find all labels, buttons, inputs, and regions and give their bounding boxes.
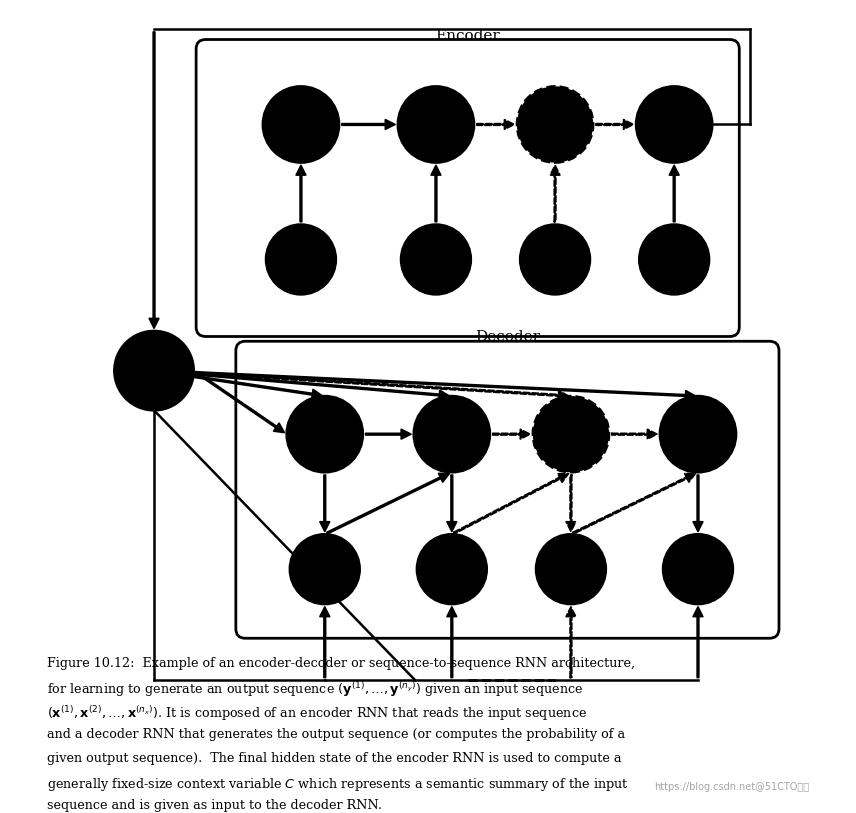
Circle shape [660,396,736,472]
Text: $(\mathbf{x}^{(1)},\mathbf{x}^{(2)},\ldots,\mathbf{x}^{(n_x)})$. It is composed : $(\mathbf{x}^{(1)},\mathbf{x}^{(2)},\ldo… [47,704,587,723]
FancyArrowPatch shape [477,120,514,129]
Text: ...: ... [563,427,579,441]
Circle shape [517,86,593,163]
Text: $\boldsymbol{y}^{(1)}$: $\boldsymbol{y}^{(1)}$ [314,559,336,579]
Circle shape [398,86,474,163]
Circle shape [290,534,360,604]
FancyArrowPatch shape [327,473,449,534]
FancyArrowPatch shape [149,32,159,328]
FancyArrowPatch shape [454,473,568,533]
FancyArrowPatch shape [195,372,284,433]
FancyArrowPatch shape [170,372,322,399]
FancyArrowPatch shape [693,475,703,532]
Text: for learning to generate an output sequence $(\mathbf{y}^{(1)},\ldots,\mathbf{y}: for learning to generate an output seque… [47,680,583,699]
Text: given output sequence).  The final hidden state of the encoder RNN is used to co: given output sequence). The final hidden… [47,752,621,765]
Text: $\boldsymbol{x}^{(1)}$: $\boldsymbol{x}^{(1)}$ [289,251,312,267]
Circle shape [287,396,363,472]
Text: generally fixed-size context variable $C$ which represents a semantic summary of: generally fixed-size context variable $C… [47,776,629,793]
FancyArrowPatch shape [693,606,703,677]
Text: $\boldsymbol{x}^{(\ldots)}$: $\boldsymbol{x}^{(\ldots)}$ [542,251,568,267]
Text: https://blog.csdn.net@51CTO博客: https://blog.csdn.net@51CTO博客 [654,781,809,792]
Text: sequence and is given as input to the decoder RNN.: sequence and is given as input to the de… [47,799,382,812]
FancyArrowPatch shape [612,429,657,439]
FancyArrowPatch shape [596,120,633,129]
Circle shape [536,534,606,604]
FancyArrowPatch shape [170,372,449,400]
FancyBboxPatch shape [236,341,779,638]
Circle shape [532,396,609,472]
Circle shape [115,331,193,411]
Text: and a decoder RNN that generates the output sequence (or computes the probabilit: and a decoder RNN that generates the out… [47,728,625,741]
FancyArrowPatch shape [296,165,306,222]
Text: Decoder: Decoder [475,330,540,345]
FancyArrowPatch shape [566,475,576,532]
Circle shape [401,224,471,294]
Circle shape [663,534,733,604]
FancyArrowPatch shape [447,475,457,532]
FancyArrowPatch shape [366,429,411,439]
FancyArrowPatch shape [550,165,560,222]
Circle shape [520,224,590,294]
Circle shape [413,396,490,472]
FancyArrowPatch shape [431,165,441,222]
Circle shape [266,224,336,294]
Circle shape [263,86,339,163]
FancyArrowPatch shape [566,606,576,677]
Text: ...: ... [548,117,562,132]
FancyBboxPatch shape [196,40,740,337]
Text: Encoder: Encoder [436,28,500,42]
FancyArrowPatch shape [320,606,330,677]
Text: $\boldsymbol{y}^{(\ldots)}$: $\boldsymbol{y}^{(\ldots)}$ [558,559,584,579]
FancyArrowPatch shape [320,475,330,532]
Text: Figure 10.12:  Example of an encoder-decoder or sequence-to-sequence RNN archite: Figure 10.12: Example of an encoder-deco… [47,657,635,670]
Text: $\boldsymbol{y}^{(n_y)}$: $\boldsymbol{y}^{(n_y)}$ [685,559,710,579]
FancyArrowPatch shape [342,120,395,129]
Text: $\boldsymbol{y}^{(2)}$: $\boldsymbol{y}^{(2)}$ [441,559,463,579]
Text: $\boldsymbol{x}^{(2)}$: $\boldsymbol{x}^{(2)}$ [425,251,447,267]
FancyArrowPatch shape [669,165,679,222]
Circle shape [636,86,712,163]
Text: $\boldsymbol{x}^{(n_x)}$: $\boldsymbol{x}^{(n_x)}$ [661,251,687,267]
FancyArrowPatch shape [573,473,695,534]
FancyArrowPatch shape [170,371,568,400]
FancyArrowPatch shape [447,606,457,677]
Text: $C$: $C$ [147,362,161,379]
Circle shape [417,534,487,604]
FancyArrowPatch shape [493,429,530,439]
Circle shape [639,224,709,294]
FancyArrowPatch shape [170,371,695,400]
